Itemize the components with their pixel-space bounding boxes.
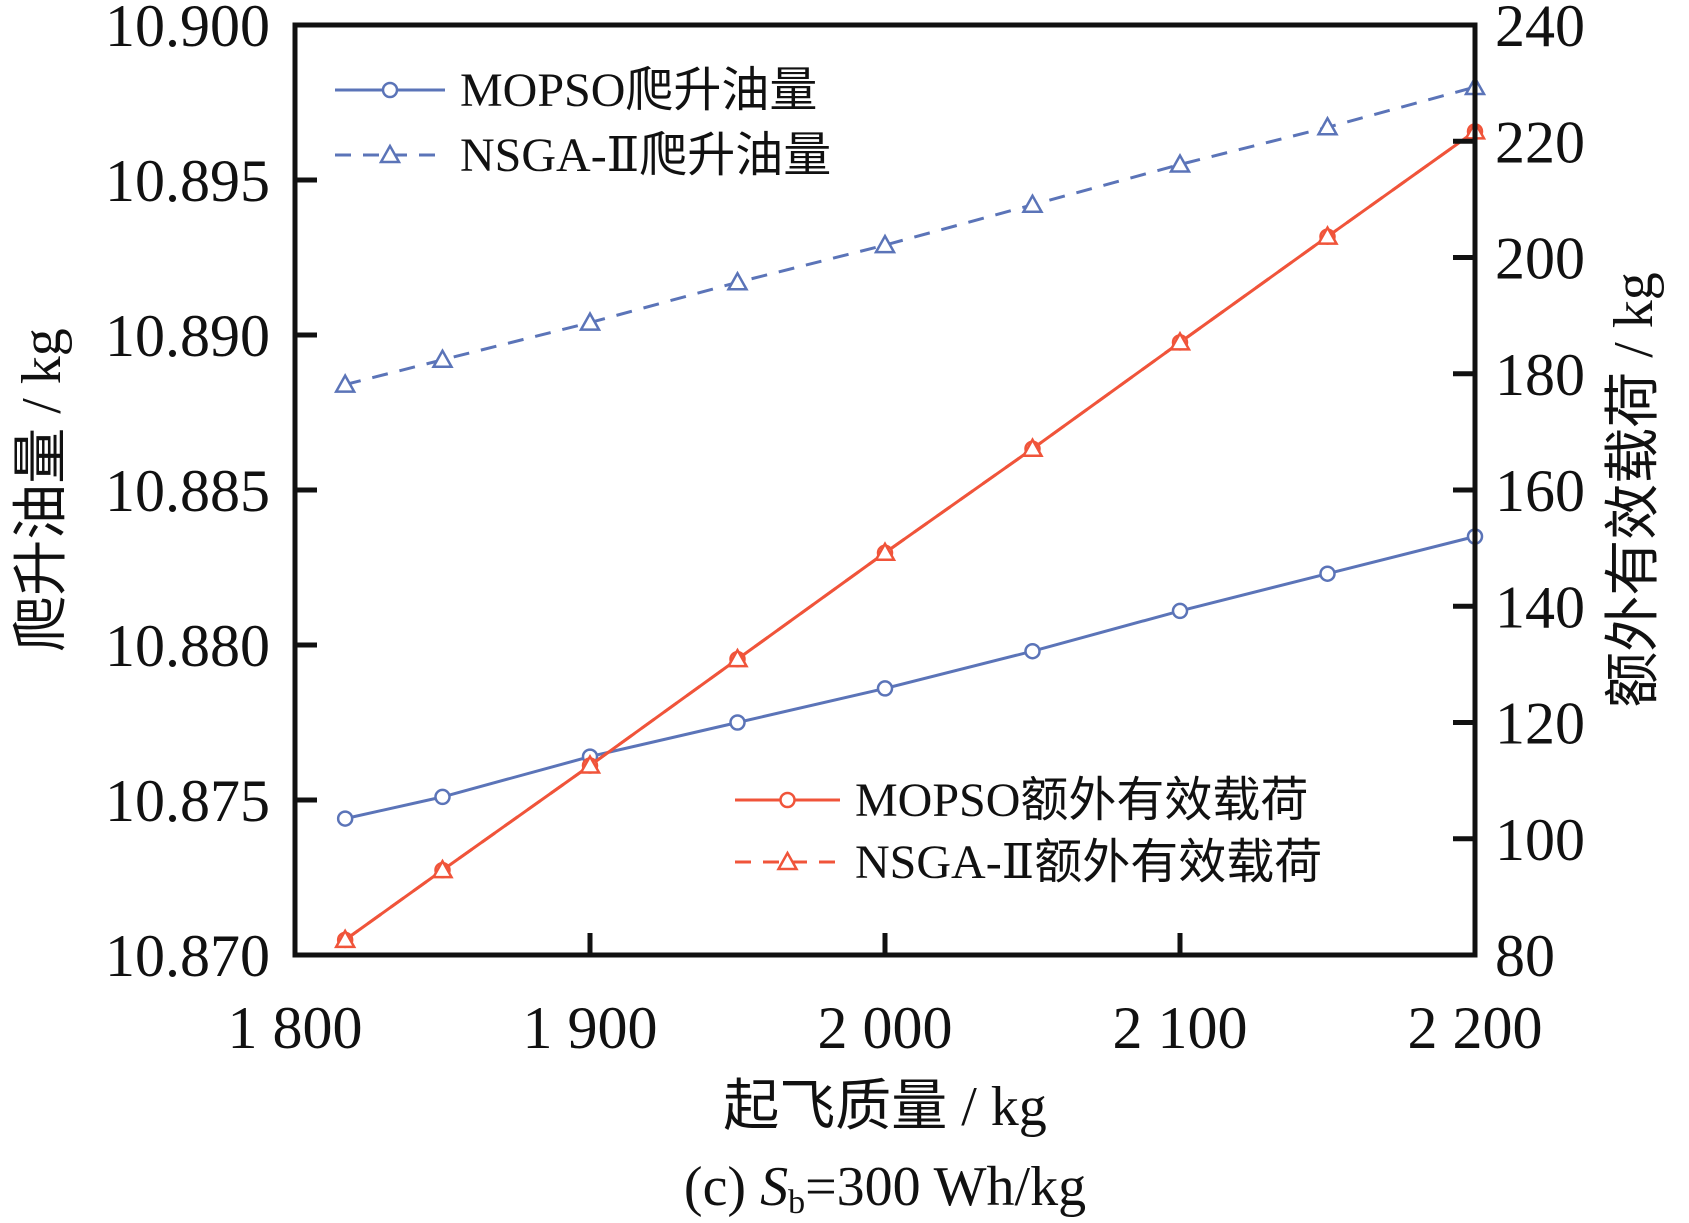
x-tick-label: 1 900 [523,995,658,1061]
data-point-1-7 [1316,115,1339,136]
legend-triangle-marker [776,850,799,871]
data-point-1-2 [578,311,602,331]
legend-circle-marker [381,81,399,99]
y-right-tick-label: 160 [1495,458,1585,524]
data-point-0-7 [1319,565,1336,582]
data-point-3-5 [1021,437,1044,457]
x-tick-label: 2 000 [818,995,953,1061]
x-axis-title: 起飞质量 / kg [723,1076,1047,1138]
legend-label: NSGA-Ⅱ爬升油量 [460,129,831,182]
x-tick-label: 2 100 [1113,995,1248,1061]
data-point-1-4 [873,233,897,254]
data-point-3-1 [431,858,454,879]
series-line-1 [344,85,1476,387]
data-point-3-0 [334,928,357,949]
y-axis-left-title: 爬升油量 / kg [11,328,73,652]
legend-top-left: MOPSO爬升油量 NSGA-Ⅱ爬升油量 [335,64,831,182]
chart-caption: (c) Sb=300 Wh/kg [684,1156,1086,1221]
data-point-0-1 [434,788,451,806]
legend-label: NSGA-Ⅱ额外有效载荷 [855,836,1322,889]
y-left-tick-label: 10.870 [105,923,270,989]
series-line-3 [344,130,1476,942]
legend-label: MOPSO额外有效载荷 [855,774,1308,827]
data-point-0-0 [336,810,354,827]
y-left-tick-label: 10.890 [105,303,270,369]
x-tick-label: 2 200 [1408,995,1543,1061]
y-right-tick-label: 180 [1495,342,1585,408]
data-point-1-1 [431,348,454,369]
y-right-tick-label: 120 [1495,691,1585,757]
y-left-tick-label: 10.895 [105,148,270,214]
data-point-0-3 [729,714,746,731]
y-right-tick-label: 140 [1495,574,1585,640]
data-point-0-4 [876,680,894,697]
data-point-1-3 [726,270,749,291]
data-point-3-2 [578,753,602,774]
y-left-tick-label: 10.875 [105,768,270,834]
y-right-tick-label: 200 [1495,226,1585,292]
y-axis-right-title: 额外有效载荷 / kg [1603,272,1665,708]
y-right-tick-label: 220 [1495,109,1585,175]
y-right-tick-label: 100 [1495,807,1585,873]
y-right-tick-label: 240 [1495,0,1585,59]
legend-circle-marker [779,791,796,809]
data-point-3-4 [873,541,897,562]
data-point-1-5 [1021,193,1044,214]
x-tick-label: 1 800 [228,995,363,1061]
data-point-1-6 [1168,152,1192,173]
data-point-1-0 [334,373,357,393]
legend-bottom-right: MOPSO额外有效载荷 NSGA-Ⅱ额外有效载荷 [735,774,1322,889]
data-point-3-6 [1168,330,1192,351]
data-point-0-6 [1171,602,1189,620]
data-point-3-7 [1316,225,1339,245]
legend-triangle-marker [378,143,402,164]
y-left-tick-label: 10.885 [105,458,270,524]
data-point-0-5 [1024,642,1041,660]
y-right-tick-label: 80 [1495,923,1555,989]
data-point-3-3 [726,647,749,668]
y-left-tick-label: 10.900 [105,0,270,59]
y-left-tick-label: 10.880 [105,613,270,679]
legend-label: MOPSO爬升油量 [460,64,817,117]
